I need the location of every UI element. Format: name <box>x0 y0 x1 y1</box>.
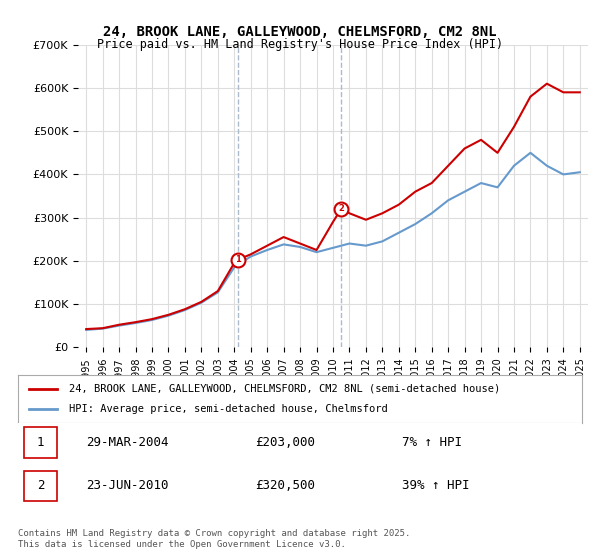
Text: Price paid vs. HM Land Registry's House Price Index (HPI): Price paid vs. HM Land Registry's House … <box>97 38 503 51</box>
Text: 1: 1 <box>37 436 44 449</box>
Text: £320,500: £320,500 <box>255 479 315 492</box>
Text: 39% ↑ HPI: 39% ↑ HPI <box>401 479 469 492</box>
Text: Contains HM Land Registry data © Crown copyright and database right 2025.
This d: Contains HM Land Registry data © Crown c… <box>18 529 410 549</box>
Text: 24, BROOK LANE, GALLEYWOOD, CHELMSFORD, CM2 8NL (semi-detached house): 24, BROOK LANE, GALLEYWOOD, CHELMSFORD, … <box>69 384 500 394</box>
Text: 1: 1 <box>235 255 241 264</box>
Text: 24, BROOK LANE, GALLEYWOOD, CHELMSFORD, CM2 8NL: 24, BROOK LANE, GALLEYWOOD, CHELMSFORD, … <box>103 25 497 39</box>
Text: 7% ↑ HPI: 7% ↑ HPI <box>401 436 461 449</box>
Text: £203,000: £203,000 <box>255 436 315 449</box>
Text: HPI: Average price, semi-detached house, Chelmsford: HPI: Average price, semi-detached house,… <box>69 404 388 414</box>
FancyBboxPatch shape <box>23 427 58 458</box>
Text: 2: 2 <box>37 479 44 492</box>
Text: 2: 2 <box>338 204 344 213</box>
Text: 29-MAR-2004: 29-MAR-2004 <box>86 436 168 449</box>
Text: 23-JUN-2010: 23-JUN-2010 <box>86 479 168 492</box>
FancyBboxPatch shape <box>23 470 58 501</box>
